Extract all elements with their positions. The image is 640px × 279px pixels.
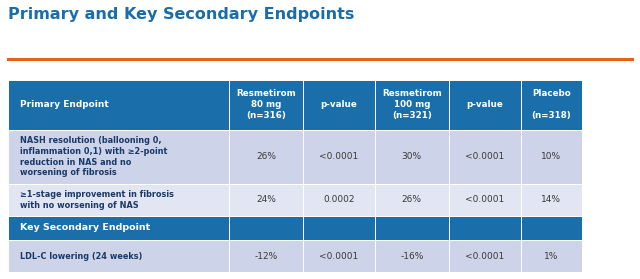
Text: 24%: 24% (257, 195, 276, 204)
Text: 26%: 26% (402, 195, 422, 204)
Text: 14%: 14% (541, 195, 561, 204)
Text: <0.0001: <0.0001 (319, 252, 358, 261)
Text: ≥1-stage improvement in fibrosis
with no worsening of NAS: ≥1-stage improvement in fibrosis with no… (20, 190, 174, 210)
Text: Primary Endpoint: Primary Endpoint (20, 100, 109, 109)
Text: <0.0001: <0.0001 (465, 195, 504, 204)
Text: p-value: p-value (321, 100, 357, 109)
Text: 26%: 26% (256, 152, 276, 161)
Text: Primary and Key Secondary Endpoints: Primary and Key Secondary Endpoints (8, 7, 354, 22)
Text: <0.0001: <0.0001 (465, 152, 504, 161)
Text: 1%: 1% (544, 252, 559, 261)
Text: Resmetirom
80 mg
(n=316): Resmetirom 80 mg (n=316) (236, 89, 296, 120)
Text: <0.0001: <0.0001 (465, 252, 504, 261)
Text: Placebo

(n=318): Placebo (n=318) (532, 89, 572, 120)
Text: NASH resolution (ballooning 0,
inflammation 0,1) with ≥2-point
reduction in NAS : NASH resolution (ballooning 0, inflammat… (20, 136, 167, 177)
Text: 10%: 10% (541, 152, 561, 161)
Text: p-value: p-value (466, 100, 503, 109)
Text: LDL-C lowering (24 weeks): LDL-C lowering (24 weeks) (20, 252, 142, 261)
Text: <0.0001: <0.0001 (319, 152, 358, 161)
Text: -12%: -12% (255, 252, 278, 261)
Text: 30%: 30% (402, 152, 422, 161)
Text: Key Secondary Endpoint: Key Secondary Endpoint (20, 223, 150, 232)
Text: 0.0002: 0.0002 (323, 195, 355, 204)
Text: -16%: -16% (400, 252, 424, 261)
Text: Resmetirom
100 mg
(n=321): Resmetirom 100 mg (n=321) (382, 89, 442, 120)
